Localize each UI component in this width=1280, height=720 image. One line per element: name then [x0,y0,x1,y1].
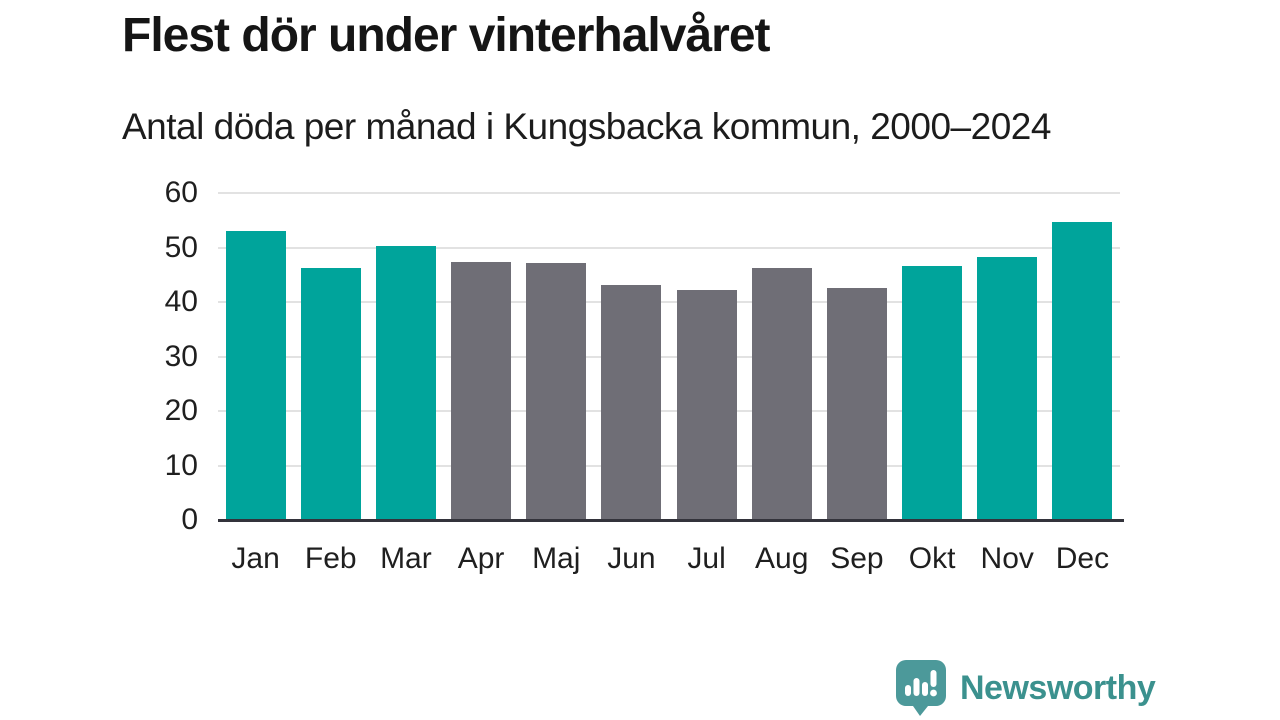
x-axis-tick-label-dec: Dec [1055,542,1110,575]
brand-footer: Newsworthy [896,660,1156,716]
x-axis-tick-label-jul: Jul [687,542,726,575]
bar-jan [225,230,286,520]
gridline-y-10 [218,464,1120,467]
x-axis-tick-label-nov: Nov [980,542,1034,575]
x-axis-tick-label-mar: Mar [380,542,432,575]
bar-okt [902,266,963,520]
brand-name: Newsworthy [960,668,1156,707]
bar-chart: 0 10 20 30 40 50 60 Jan Feb Mar Apr Maj Jun Jul Aug Sep… [164,176,1124,575]
newsworthy-logo-icon [896,660,946,716]
gridline-y-60 [218,192,1120,194]
x-axis-line [218,518,1124,522]
y-axis-tick-label-40: 40 [164,285,198,318]
bar-maj [526,263,587,520]
bar-sep [826,288,887,520]
gridline-y-50 [218,246,1120,249]
y-axis-tick-label-30: 30 [164,339,198,373]
x-axis-tick-label-feb: Feb [304,542,357,575]
y-axis-tick-label-20: 20 [164,394,198,427]
chart-subtitle: Antal döda per månad i Kungsbacka kommun… [122,106,1051,147]
bar-dec [1052,222,1113,520]
y-axis-tick-label-50: 50 [164,230,198,264]
gridline-y-30 [218,355,1120,358]
gridline-y-40 [218,301,1120,303]
y-axis-tick-label-10: 10 [164,448,198,482]
x-axis-tick-label-okt: Okt [908,542,956,575]
x-axis-tick-label-maj: Maj [532,542,581,575]
bar-nov [977,257,1038,520]
bar-mar [375,246,436,520]
x-axis-tick-label-jan: Jan [231,542,280,575]
x-axis-tick-label-sep: Sep [830,542,884,575]
y-axis-tick-label-60: 60 [164,176,198,209]
bar-aug [751,267,812,520]
y-axis-tick-label-0: 0 [181,503,198,536]
bar-feb [300,267,361,520]
x-axis-tick-label-jun: Jun [607,542,656,575]
x-axis-tick-label-aug: Aug [755,542,809,575]
bar-apr [451,261,512,520]
bar-jun [601,285,662,520]
chart-title: Flest dör under vinterhalvåret [122,9,771,62]
x-axis-tick-label-apr: Apr [457,542,505,575]
bar-jul [676,290,737,520]
gridline-y-20 [218,410,1120,412]
